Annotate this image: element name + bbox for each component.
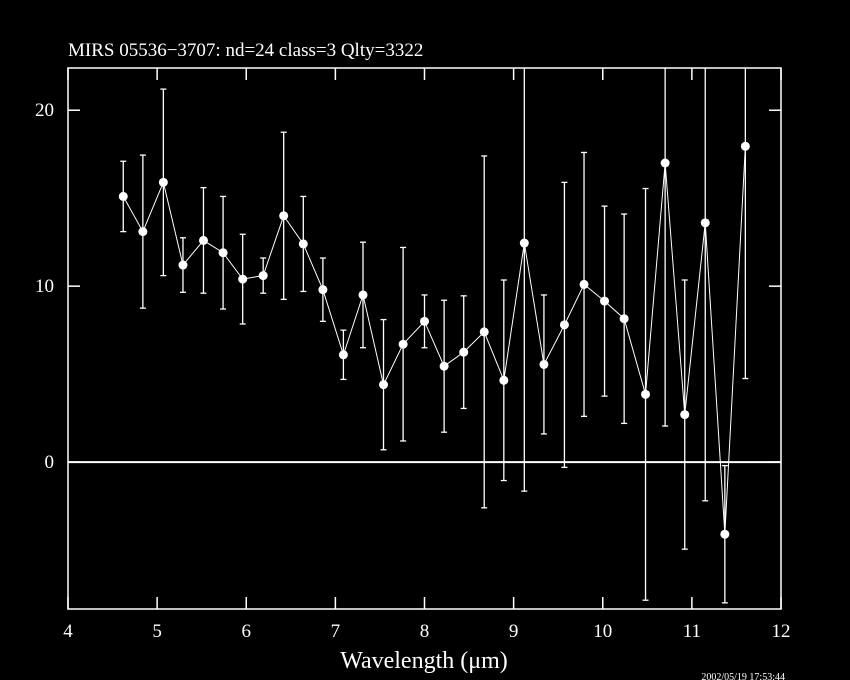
y-tick-label: 0 [45, 452, 55, 473]
x-tick-label: 8 [420, 621, 430, 642]
data-point [499, 375, 509, 385]
error-bar [662, 68, 669, 427]
data-point [479, 327, 489, 337]
x-tick-label: 11 [683, 621, 701, 642]
data-point [258, 271, 268, 281]
data-point [539, 359, 549, 369]
data-point [178, 260, 188, 270]
x-tick-label: 5 [152, 621, 162, 642]
data-point [641, 389, 651, 399]
data-point [158, 177, 168, 187]
x-tick-label: 7 [331, 621, 341, 642]
data-point [559, 320, 569, 330]
x-tick-label: 12 [772, 621, 791, 642]
plot-area [118, 68, 750, 604]
data-point [619, 314, 629, 324]
timestamp: 2002/05/19 17:53:44 [701, 672, 785, 680]
data-point [318, 285, 328, 295]
data-point [680, 410, 690, 420]
x-tick-label: 6 [242, 621, 252, 642]
data-point [579, 279, 589, 289]
data-point [218, 248, 228, 258]
data-point [398, 339, 408, 349]
x-tick-label: 10 [593, 621, 612, 642]
data-point [740, 141, 750, 151]
x-tick-label: 4 [63, 621, 73, 642]
data-point [338, 350, 348, 360]
data-point [600, 296, 610, 306]
data-point [660, 158, 670, 168]
data-point [519, 238, 529, 248]
data-point [138, 227, 148, 237]
data-point [720, 529, 730, 539]
data-point [298, 239, 308, 249]
data-point [118, 191, 128, 201]
data-point [700, 218, 710, 228]
data-point [238, 274, 248, 284]
data-point [439, 361, 449, 371]
x-tick-label: 9 [509, 621, 519, 642]
data-point [459, 347, 469, 357]
y-tick-label: 10 [35, 276, 54, 297]
x-axis-label: Wavelength (μm) [340, 648, 508, 674]
chart-title: MIRS 05536−3707: nd=24 class=3 Qlty=3322 [68, 40, 423, 61]
data-point [379, 380, 389, 390]
y-tick-label: 20 [35, 100, 54, 121]
data-point [198, 235, 208, 245]
data-point [358, 290, 368, 300]
data-point [279, 211, 289, 221]
data-point [420, 316, 429, 326]
data-line [122, 146, 746, 535]
